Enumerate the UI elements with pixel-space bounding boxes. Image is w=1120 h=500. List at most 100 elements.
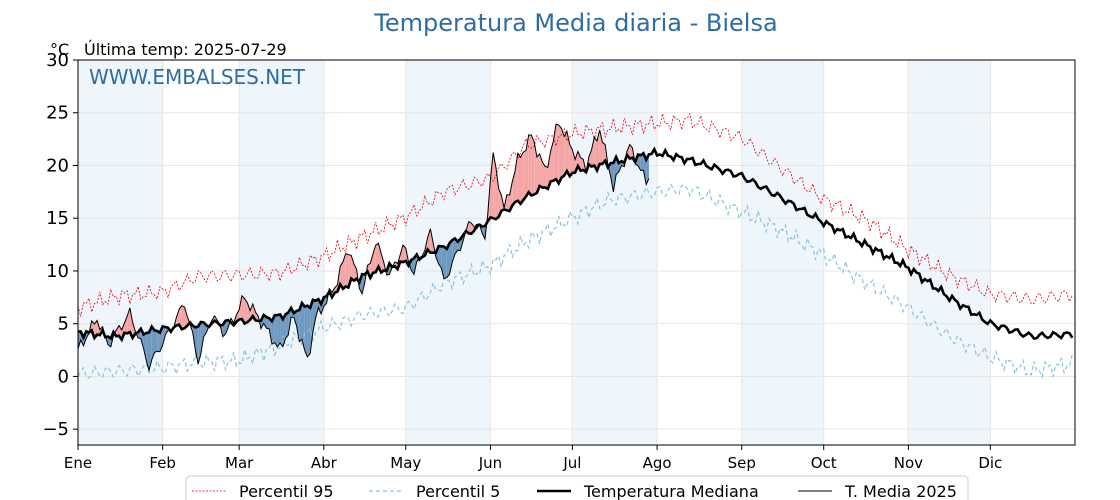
month-band-Mar	[239, 60, 324, 445]
fill-below-median	[613, 156, 617, 192]
fill-above-median	[542, 162, 546, 188]
fill-above-median	[558, 125, 562, 184]
y-tick-label: 5	[58, 314, 69, 335]
fill-below-median	[274, 315, 278, 347]
y-tick-label: −5	[42, 419, 69, 440]
fill-above-median	[564, 131, 567, 176]
last-temp-label: Última temp: 2025-07-29	[84, 40, 287, 59]
fill-above-median	[536, 153, 540, 193]
unit-label: °C	[50, 40, 69, 59]
fill-above-median	[184, 307, 188, 329]
fill-below-median	[610, 162, 614, 192]
x-tick-label: Dic	[978, 454, 1002, 472]
fill-above-median	[531, 135, 535, 196]
fill-below-median	[302, 303, 305, 351]
fill-above-median	[515, 153, 518, 203]
fill-below-median	[315, 299, 319, 319]
fill-above-median	[129, 307, 133, 338]
fill-below-median	[646, 154, 649, 185]
fill-above-median	[572, 149, 576, 173]
fill-above-median	[255, 312, 259, 321]
fill-above-median	[345, 253, 349, 288]
fill-below-median	[482, 226, 485, 240]
fill-below-median	[285, 312, 289, 339]
x-tick-label: Sep	[728, 454, 756, 472]
fill-below-median	[640, 153, 644, 171]
fill-below-median	[277, 314, 281, 347]
y-tick-label: 30	[46, 50, 69, 71]
fill-above-median	[116, 325, 119, 337]
x-tick-label: Jul	[562, 454, 581, 472]
watermark: WWW.EMBALSES.NET	[89, 65, 306, 89]
x-tick-label: Nov	[894, 454, 923, 472]
fill-below-median	[157, 331, 160, 352]
y-tick-label: 25	[46, 103, 69, 124]
legend-label-p95: Percentil 95	[239, 482, 334, 500]
fill-above-median	[526, 134, 529, 197]
fill-above-median	[550, 141, 554, 182]
x-tick-label: Mar	[225, 454, 254, 472]
fill-above-median	[517, 153, 521, 204]
fill-below-median	[154, 330, 158, 353]
legend-frame	[185, 475, 969, 500]
fill-above-median	[556, 124, 559, 184]
fill-above-median	[400, 245, 403, 263]
chart-title: Temperatura Media diaria - Bielsa	[373, 9, 777, 37]
fill-above-median	[599, 130, 603, 164]
fill-below-median	[444, 246, 447, 279]
series-line-p5	[77, 183, 1073, 380]
month-band-Jul	[572, 60, 658, 445]
fill-below-median	[266, 317, 270, 329]
fill-below-median	[438, 246, 442, 268]
fill-above-median	[580, 157, 584, 171]
fill-below-median	[263, 315, 267, 329]
fill-above-median	[427, 228, 431, 253]
series-line-p95	[77, 112, 1073, 317]
fill-above-median	[591, 137, 595, 167]
fill-above-median	[588, 150, 592, 167]
fill-below-median	[452, 238, 455, 263]
fill-above-median	[520, 152, 524, 204]
fill-below-median	[296, 310, 300, 342]
fill-above-median	[547, 151, 551, 189]
y-tick-label: 20	[46, 155, 69, 176]
fill-below-median	[225, 320, 229, 335]
fill-above-median	[468, 221, 472, 234]
fill-below-median	[146, 332, 149, 371]
series-lines	[77, 112, 1074, 380]
fill-above-median	[495, 167, 499, 220]
month-band-Sep	[741, 60, 824, 445]
fill-below-median	[312, 299, 316, 332]
fill-above-median	[561, 128, 565, 178]
fill-above-median	[403, 245, 406, 263]
fill-above-median	[343, 253, 346, 289]
series-line-current	[77, 123, 650, 373]
fill-above-median	[539, 153, 543, 188]
fill-above-median	[594, 137, 597, 171]
x-tick-label: Ago	[643, 454, 672, 472]
fill-below-median	[78, 331, 81, 349]
x-tick-label: Abr	[311, 454, 338, 472]
x-tick-label: Ene	[64, 454, 92, 472]
fill-above-median	[569, 144, 573, 177]
fill-above-median	[490, 152, 494, 219]
fill-above-median	[241, 295, 245, 324]
legend-label-median: Temperatura Mediana	[583, 482, 759, 500]
fill-above-median	[340, 261, 343, 289]
x-tick-label: May	[390, 454, 421, 472]
fill-below-median	[307, 305, 311, 357]
fill-above-median	[351, 255, 354, 281]
y-tick-label: 0	[58, 366, 69, 387]
fill-above-median	[528, 134, 532, 196]
month-band-Nov	[908, 60, 991, 445]
fill-above-median	[493, 152, 496, 220]
x-tick-label: Oct	[811, 454, 837, 472]
fill-below-median	[198, 322, 201, 364]
fill-below-median	[446, 243, 450, 278]
fill-above-median	[375, 243, 379, 273]
month-bands	[78, 60, 991, 445]
fill-below-median	[195, 326, 199, 364]
fill-above-median	[181, 305, 185, 330]
fill-below-median	[299, 303, 302, 342]
